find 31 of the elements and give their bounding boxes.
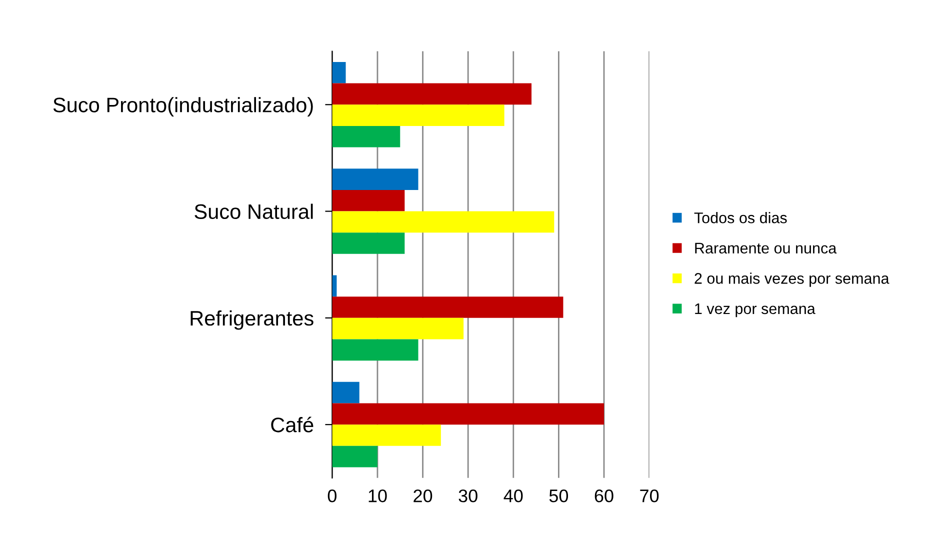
bar bbox=[332, 126, 400, 148]
legend-label: Raramente ou nunca bbox=[695, 242, 837, 254]
x-tick-label: 40 bbox=[504, 489, 523, 502]
bar bbox=[332, 190, 405, 212]
y-tick-label: Suco Natural bbox=[194, 204, 313, 220]
bar bbox=[332, 318, 464, 340]
x-tick-label: 70 bbox=[640, 489, 659, 502]
x-tick-label: 30 bbox=[458, 489, 478, 502]
bar bbox=[332, 296, 564, 318]
bar bbox=[332, 382, 360, 404]
bar bbox=[332, 211, 554, 233]
x-tick-label: 60 bbox=[594, 489, 614, 502]
bar bbox=[332, 83, 532, 105]
y-tick-label: Suco Pronto(industrializado) bbox=[53, 97, 313, 116]
bar bbox=[332, 168, 418, 190]
x-tick-label: 10 bbox=[368, 489, 387, 502]
legend-label: 2 ou mais vezes por semana bbox=[694, 272, 890, 287]
bar bbox=[332, 446, 378, 468]
bar bbox=[332, 424, 441, 446]
legend-label: 1 vez por semana bbox=[695, 303, 816, 318]
bar bbox=[332, 339, 418, 361]
x-tick-label: 0 bbox=[328, 489, 336, 502]
bar bbox=[332, 232, 405, 254]
x-tick-label: 20 bbox=[414, 489, 432, 502]
y-tick-label: Café bbox=[271, 416, 314, 432]
y-tick-label: Refrigerantes bbox=[190, 310, 314, 330]
bar bbox=[332, 62, 346, 84]
legend-label: Todos os dias bbox=[694, 212, 787, 224]
x-tick-label: 50 bbox=[549, 489, 568, 502]
bar bbox=[332, 104, 504, 126]
bar bbox=[332, 403, 604, 425]
